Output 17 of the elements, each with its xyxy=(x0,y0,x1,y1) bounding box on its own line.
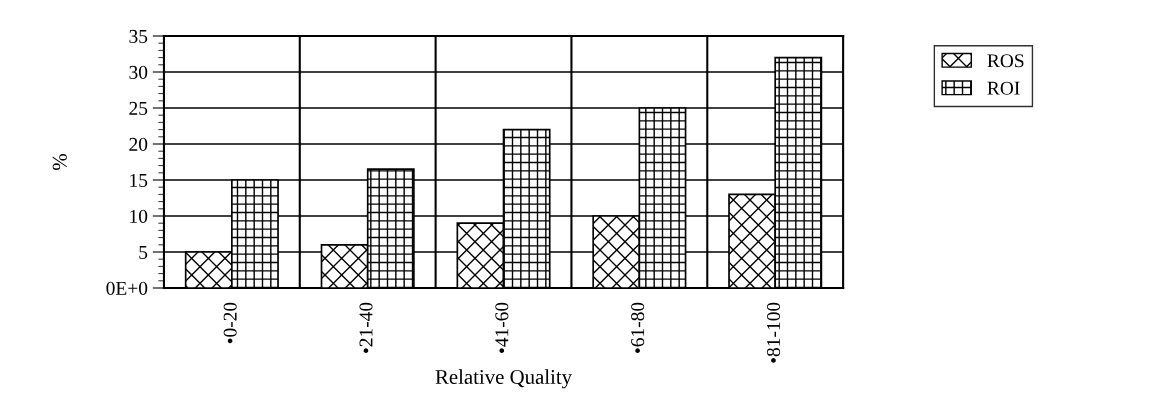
y-tick-label: 25 xyxy=(129,101,148,115)
legend-label: ROS xyxy=(987,54,1024,68)
y-tick-label: 35 xyxy=(129,29,148,43)
y-axis-title: % xyxy=(52,154,67,170)
y-tick-label: 0E+0 xyxy=(106,281,148,295)
y-tick-label: 15 xyxy=(130,173,148,187)
y-tick-label: 5 xyxy=(139,246,148,259)
x-axis-title: Relative Quality xyxy=(435,369,572,389)
y-tick-label: 10 xyxy=(130,209,148,223)
x-tick-label: •0-20 xyxy=(223,302,237,344)
x-tick-label: •61-80 xyxy=(631,302,645,353)
y-tick-label: 20 xyxy=(129,137,148,151)
x-tick-label: •81-100 xyxy=(766,302,781,363)
x-tick-label: •41-60 xyxy=(495,302,509,353)
y-tick-label: 30 xyxy=(129,65,148,79)
legend-label: ROI xyxy=(987,81,1020,95)
x-tick-label: •21-40 xyxy=(359,302,373,353)
